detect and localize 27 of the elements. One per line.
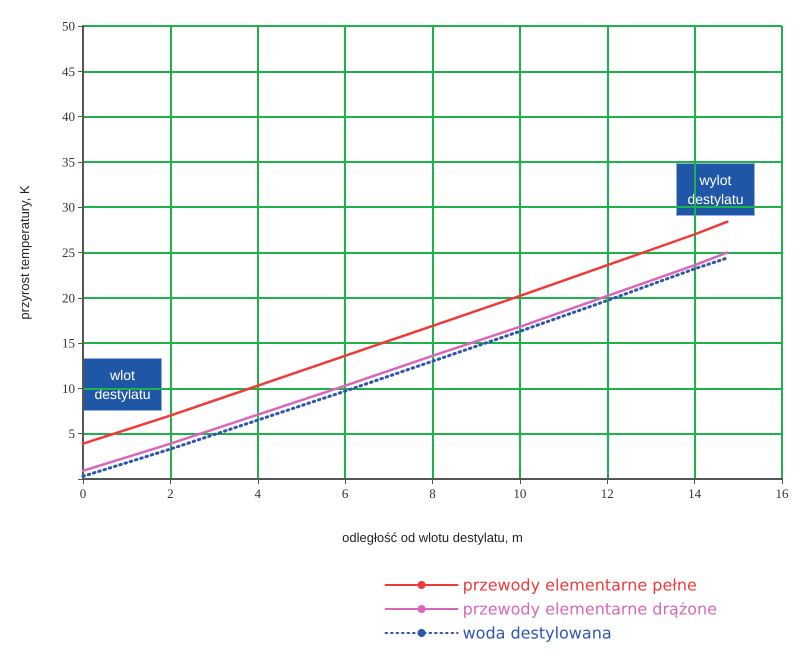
x-tick-label: 8	[429, 486, 436, 501]
y-tick-label: 10	[62, 380, 75, 396]
x-axis-title: odległość od wlotu destylatu, m	[342, 530, 523, 545]
y-tick-label: 50	[62, 18, 75, 34]
line-series	[82, 220, 729, 445]
x-tick-label: 4	[254, 486, 262, 501]
y-tick-label: 5	[68, 426, 75, 442]
y-tick-label: 15	[62, 336, 75, 351]
y-tick-label: 25	[62, 245, 75, 260]
x-tick-label: 16	[776, 486, 789, 501]
y-tick-label: 20	[62, 290, 75, 306]
legend-label: przewody elementarne drążone	[462, 600, 717, 618]
x-tick-label: 10	[513, 486, 526, 501]
x-tick-label: 2	[167, 486, 174, 501]
x-tick-label: 12	[600, 486, 614, 501]
y-tick-label: 35	[62, 154, 75, 170]
y-axis-title: przyrost temperatury, K	[17, 185, 32, 320]
y-tick-label: 30	[62, 200, 75, 215]
legend-label: woda destylowana	[462, 624, 612, 642]
x-tick-label: 14	[688, 486, 702, 501]
annotation: wlot destylatu	[94, 367, 151, 402]
x-tick-label: 6	[342, 486, 349, 501]
legend-label: przewody elementarne pełne	[462, 576, 697, 594]
y-tick-label: 45	[62, 64, 75, 79]
annotation: wylot destylatu	[687, 172, 744, 207]
y-tick-label: 40	[62, 109, 75, 124]
x-tick-label: 0	[80, 486, 86, 501]
